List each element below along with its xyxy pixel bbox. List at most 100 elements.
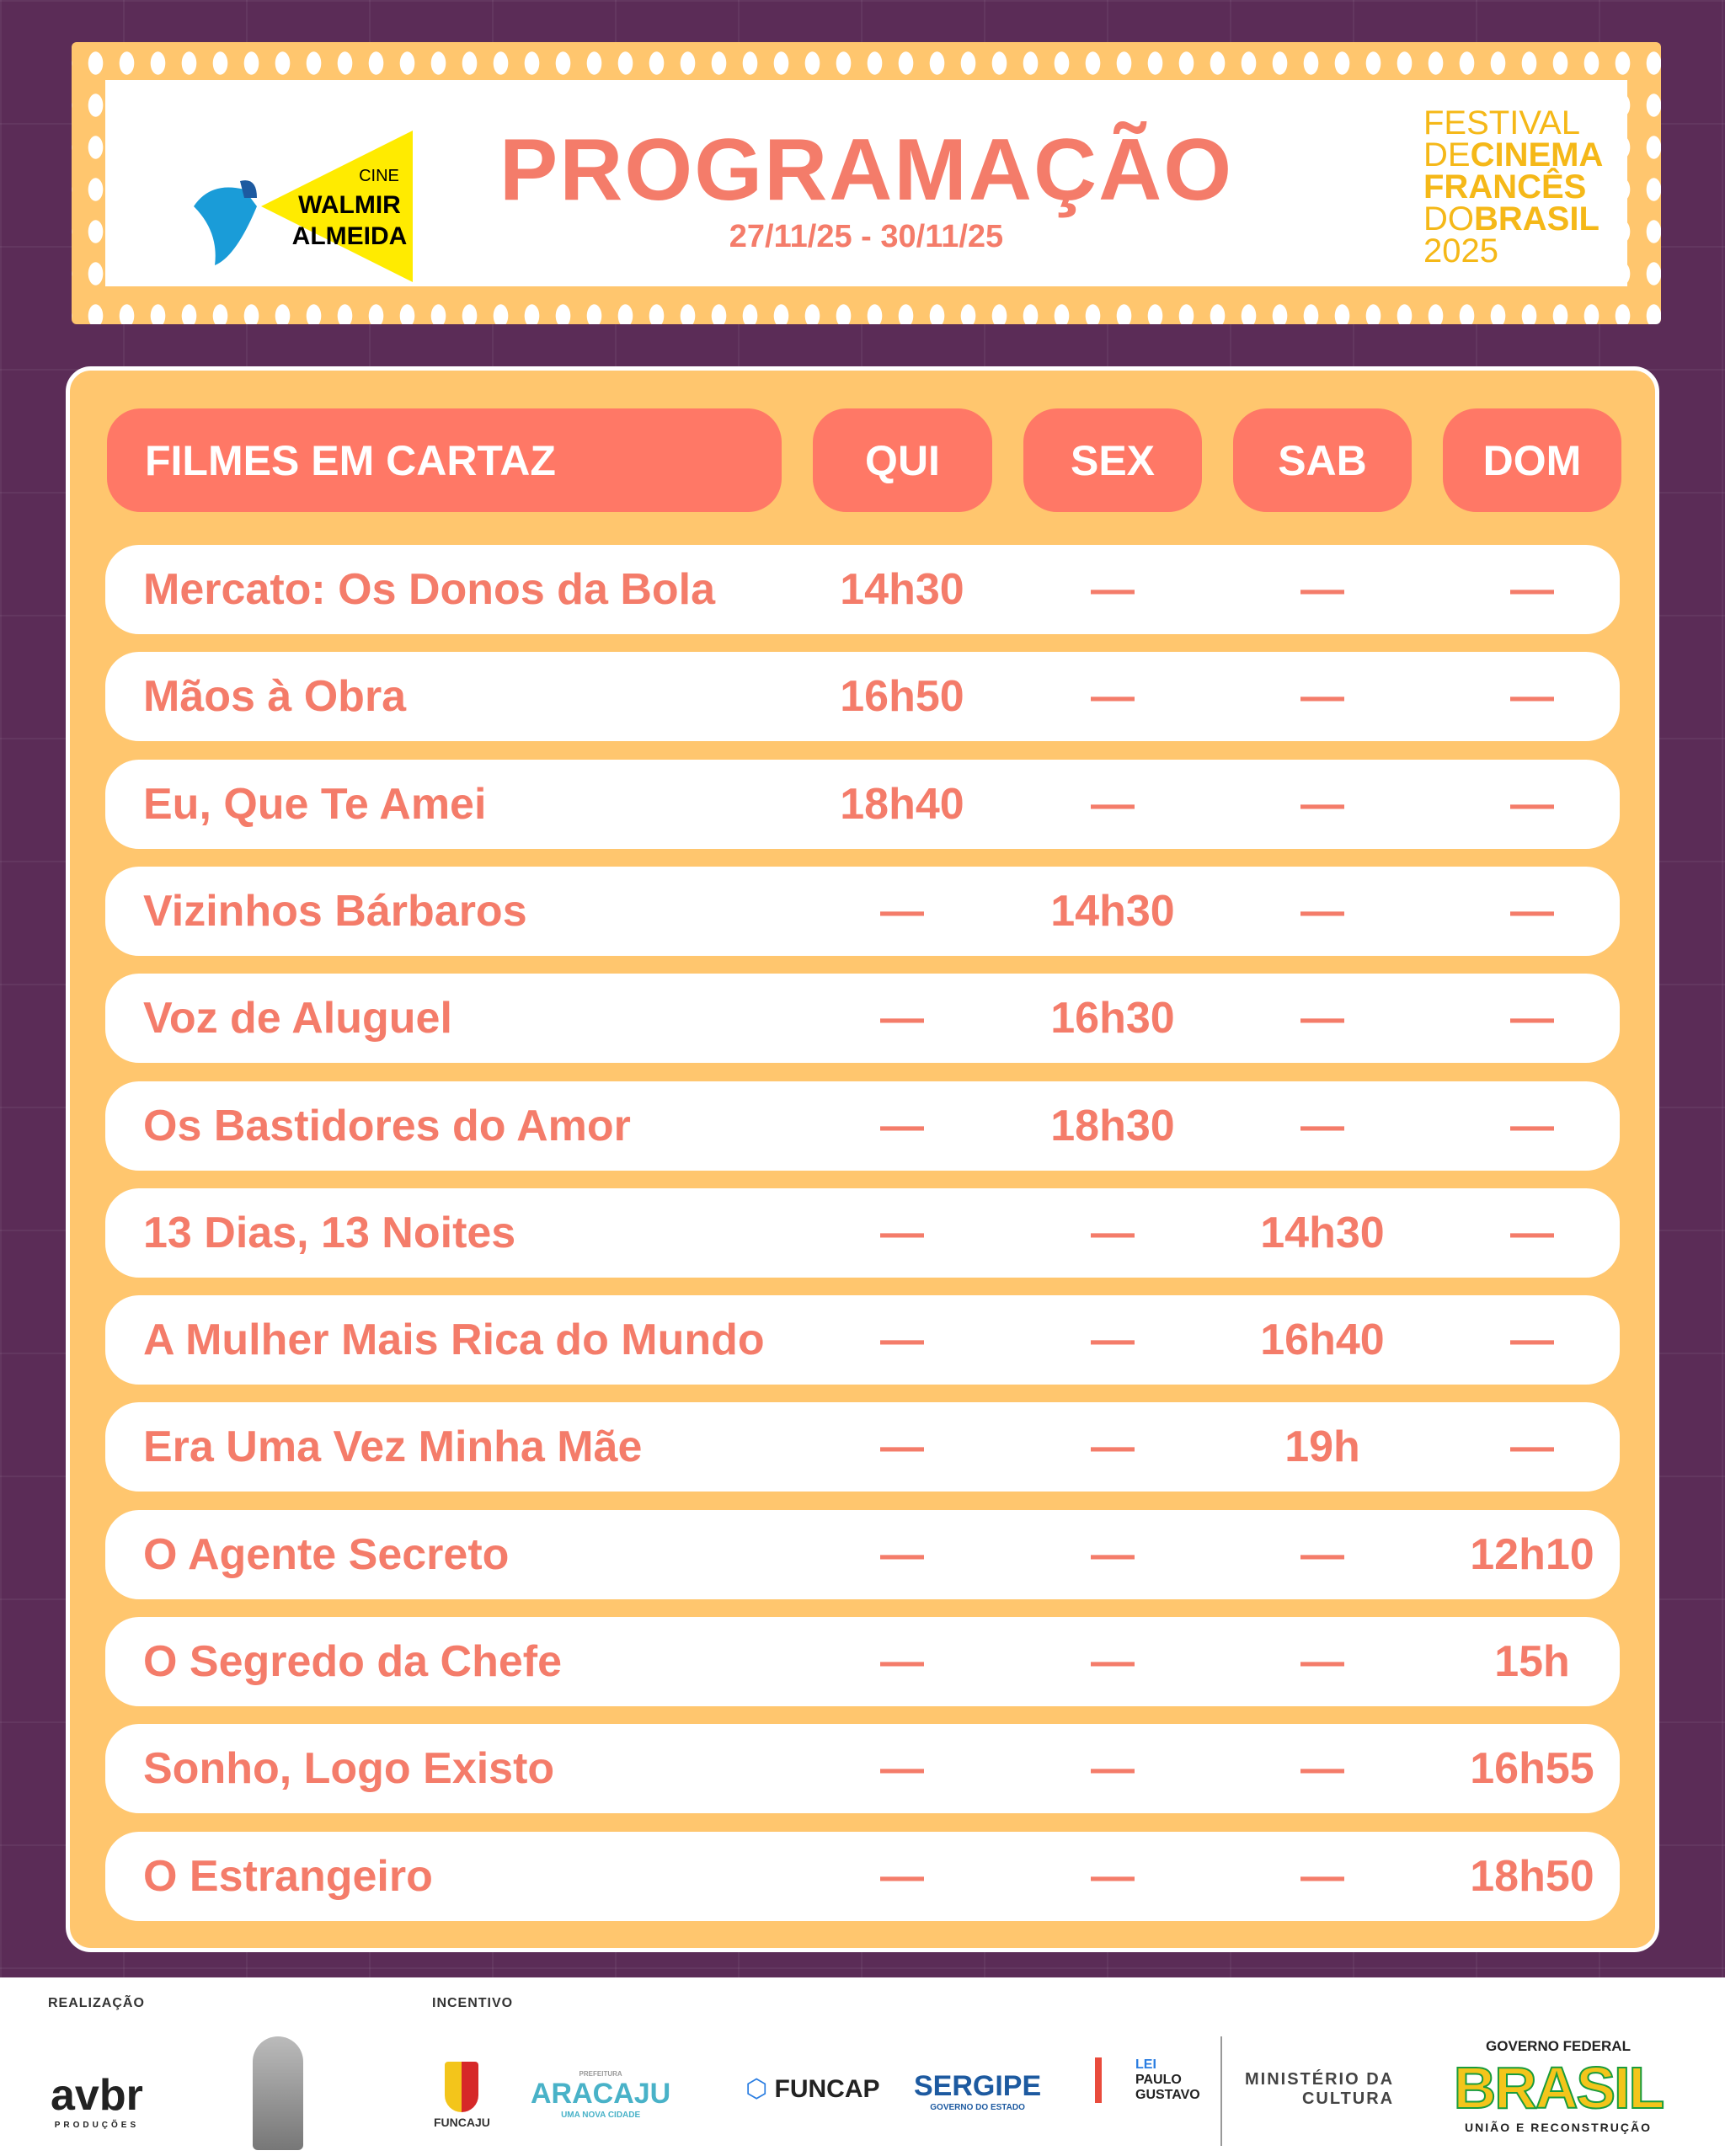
table-row: O Segredo da Chefe — — — 15h [105,1617,1620,1706]
governo-federal-logo: GOVERNO FEDERAL BRASIL UNIÃO E RECONSTRUÇÃ… [1440,2038,1676,2134]
film-title: O Agente Secreto [143,1529,510,1579]
showtime-cell: — [1091,1208,1135,1257]
aracaju-sub: UMA NOVA CIDADE [561,2111,641,2120]
showtime-cell: — [880,1315,924,1365]
column-header-qui: QUI [813,408,992,512]
film-title: Mãos à Obra [143,672,407,722]
showtime-cell: — [1510,1101,1554,1150]
column-header-sab: SAB [1233,408,1412,512]
showtime-cell: — [880,994,924,1043]
table-row: Mãos à Obra 16h50 — — — [105,652,1620,742]
showtime-cell: 15h [1494,1637,1570,1686]
film-title: O Estrangeiro [143,1851,433,1901]
festival-line: DO [1423,200,1474,237]
funcap-logo: ⬡ FUNCAP [745,2075,880,2103]
showtime-cell: 18h30 [1050,1101,1175,1150]
svg-text:ALMEIDA: ALMEIDA [292,222,408,250]
showtime-cell: — [1300,1101,1344,1150]
showtime-cell: 19h [1284,1422,1360,1472]
festival-line: FRANCÊS [1423,168,1587,205]
divider [1220,2036,1222,2146]
showtime-cell: — [1091,672,1135,722]
showtime-cell: — [880,1101,924,1150]
table-row: Mercato: Os Donos da Bola 14h30 — — — [105,545,1620,634]
festival-line: BRASIL [1474,200,1599,237]
table-row: Voz de Aluguel — 16h30 — — [105,974,1620,1064]
minc-line: CULTURA [1301,2089,1395,2108]
funcap-text: FUNCAP [774,2075,880,2103]
date-range: 27/11/25 - 30/11/25 [729,219,1004,254]
sponsors-footer: REALIZAÇÃO INCENTIVO avbr PRODUÇÕES FUNCA… [0,1977,1725,2156]
showtime-cell: — [1510,779,1554,829]
showtime-cell: — [1300,994,1344,1043]
realizacao-label: REALIZAÇÃO [48,1996,145,2010]
ministerio-cultura-logo: MINISTÉRIO DA CULTURA [1245,2070,1394,2109]
showtime-cell: — [1510,565,1554,614]
page-title: PROGRAMAÇÃO [499,121,1234,219]
showtime-cell: 16h55 [1470,1744,1594,1794]
showtime-cell: — [1510,1208,1554,1257]
cine-walmir-almeida-logo: CINE WALMIR ALMEIDA [177,131,430,282]
showtime-cell: 12h10 [1470,1529,1594,1579]
showtime-cell: — [1300,672,1344,722]
showtime-cell: — [1091,1637,1135,1686]
header-banner: CINE WALMIR ALMEIDA PROGRAMAÇÃO 27/11/25… [72,42,1661,324]
showtime-cell: — [1510,886,1554,936]
showtime-cell: 14h30 [840,565,964,614]
festival-line: CINEMA [1470,136,1604,173]
showtime-cell: — [1300,565,1344,614]
showtime-cell: — [1091,779,1135,829]
column-header-films: FILMES EM CARTAZ [107,408,782,512]
film-title: Voz de Aluguel [143,994,452,1043]
showtime-cell: — [1300,1744,1344,1794]
table-row: O Agente Secreto — — — 12h10 [105,1509,1620,1599]
showtime-cell: — [880,1637,924,1686]
table-row: Eu, Que Te Amei 18h40 — — — [105,759,1620,849]
sergipe-text: SERGIPE [914,2070,1042,2102]
film-title: Era Uma Vez Minha Mãe [143,1422,643,1472]
showtime-cell: 14h30 [1260,1208,1385,1257]
header-inner: CINE WALMIR ALMEIDA PROGRAMAÇÃO 27/11/25… [105,80,1627,286]
lei-paulo-gustavo-logo: LEI PAULO GUSTAVO [1095,2057,1200,2103]
film-title: Mercato: Os Donos da Bola [143,565,715,614]
lpg-line: PAULO [1135,2073,1182,2087]
festival-line: FESTIVAL [1423,104,1580,141]
showtime-cell: 16h30 [1050,994,1175,1043]
showtime-cell: — [1300,1637,1344,1686]
cultural-emblem-logo [253,2036,303,2150]
lpg-line: LEI [1135,2057,1156,2072]
film-title: O Segredo da Chefe [143,1637,562,1686]
showtime-cell: — [1091,1744,1135,1794]
funcaju-text: FUNCAJU [434,2116,490,2129]
table-row: Os Bastidores do Amor — 18h30 — — [105,1081,1620,1171]
showtime-cell: — [880,1208,924,1257]
minc-line: MINISTÉRIO DA [1245,2070,1395,2089]
showtime-cell: — [1091,1529,1135,1579]
gov-sub: UNIÃO E RECONSTRUÇÃO [1464,2121,1652,2134]
table-row: Era Uma Vez Minha Mãe — — 19h — [105,1402,1620,1492]
column-header-dom: DOM [1443,408,1621,512]
festival-line: DE [1423,136,1471,173]
showtime-cell: — [1091,1851,1135,1901]
film-title: A Mulher Mais Rica do Mundo [143,1315,765,1365]
svg-text:CINE: CINE [359,167,399,185]
gov-main: BRASIL [1453,2054,1666,2121]
svg-text:WALMIR: WALMIR [298,191,401,219]
showtime-cell: — [880,1851,924,1901]
showtime-cell: 18h40 [840,779,964,829]
table-row: A Mulher Mais Rica do Mundo — — 16h40 — [105,1295,1620,1385]
table-row: O Estrangeiro — — — 18h50 [105,1831,1620,1921]
showtime-cell: — [1091,1422,1135,1472]
showtime-cell: — [1510,994,1554,1043]
table-row: 13 Dias, 13 Noites — — 14h30 — [105,1187,1620,1278]
festival-logo: FESTIVAL DECINEMA FRANCÊS DOBRASIL 2025 [1423,104,1604,268]
aracaju-text: ARACAJU [531,2078,671,2110]
showtime-cell: — [1300,1851,1344,1901]
showtime-cell: — [1510,1422,1554,1472]
showtime-cell: 16h40 [1260,1315,1385,1365]
showtime-cell: — [1510,1315,1554,1365]
showtime-cell: — [1300,886,1344,936]
gov-top: GOVERNO FEDERAL [1486,2038,1631,2054]
lpg-line: GUSTAVO [1135,2088,1200,2102]
aracaju-top: PREFEITURA [579,2070,622,2078]
